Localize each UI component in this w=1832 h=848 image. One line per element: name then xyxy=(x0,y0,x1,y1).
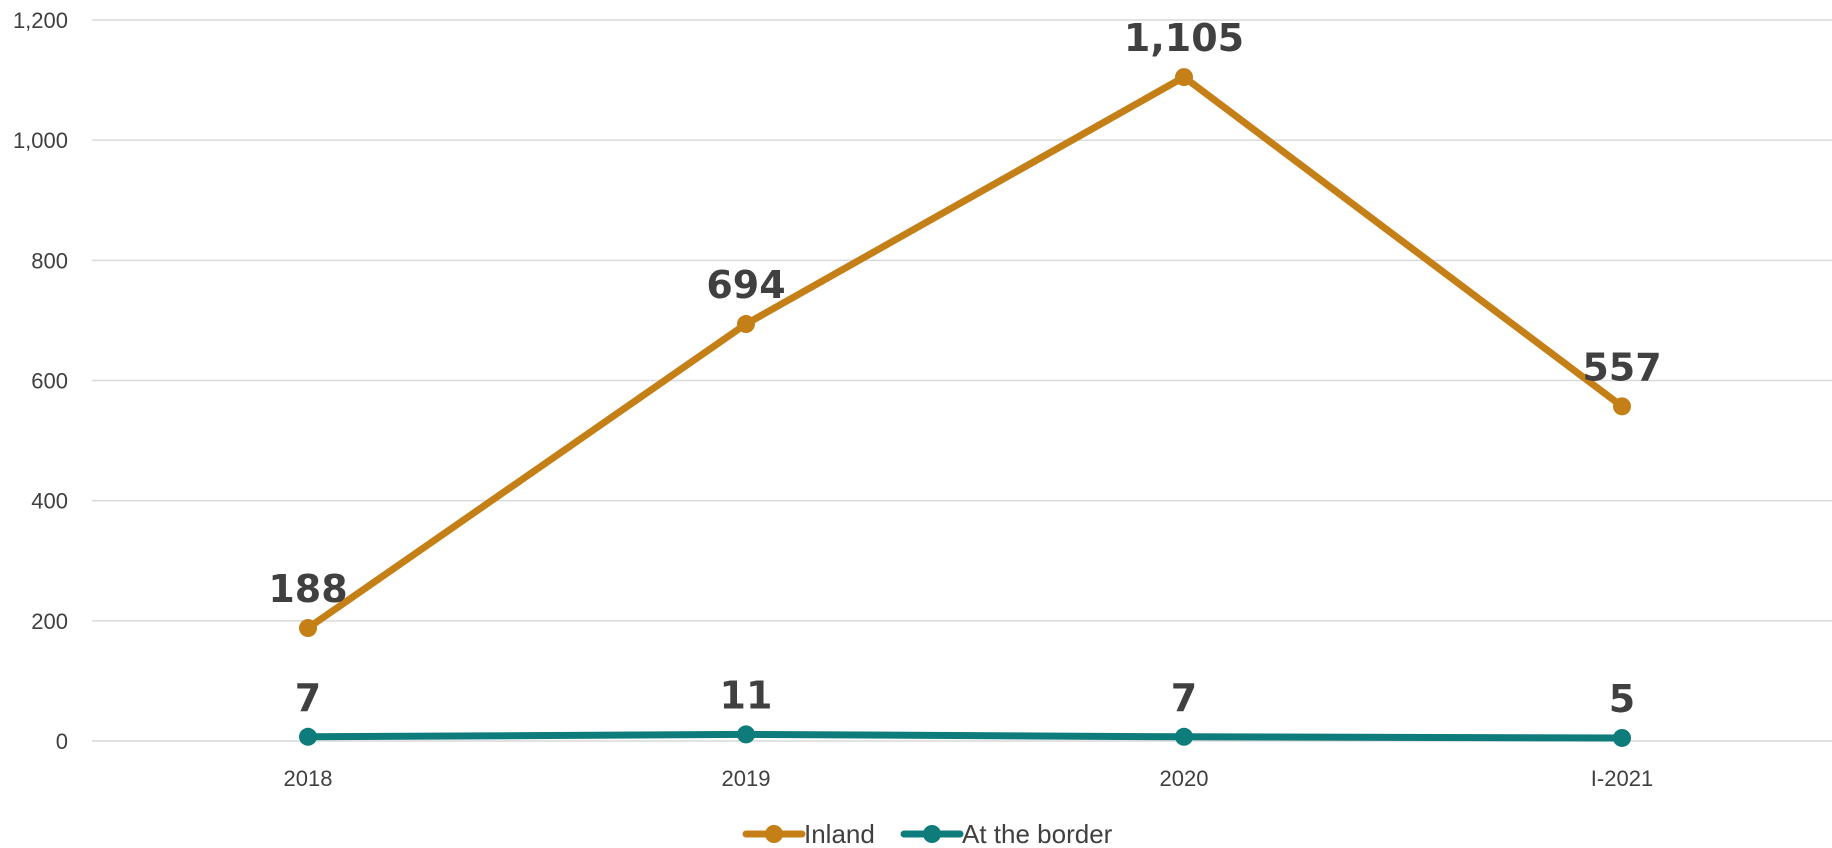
x-tick-label: I-2021 xyxy=(1591,766,1653,791)
x-tick-label: 2020 xyxy=(1160,766,1209,791)
data-point-at-the-border xyxy=(1175,728,1193,746)
legend-label: At the border xyxy=(962,819,1113,848)
y-tick-label: 1,200 xyxy=(13,8,68,33)
x-tick-label: 2018 xyxy=(284,766,333,791)
data-label-at-the-border: 11 xyxy=(720,673,773,717)
data-point-inland xyxy=(1175,68,1193,86)
legend-item-inland: Inland xyxy=(746,819,875,848)
data-label-inland: 1,105 xyxy=(1124,16,1244,60)
data-label-inland: 188 xyxy=(268,567,347,611)
x-axis-tick-labels: 2018 2019 2020 I-2021 xyxy=(284,766,1654,791)
y-tick-label: 200 xyxy=(31,609,68,634)
data-label-at-the-border: 7 xyxy=(1171,676,1197,720)
gridlines xyxy=(92,20,1832,741)
y-tick-label: 0 xyxy=(56,729,68,754)
data-label-at-the-border: 5 xyxy=(1609,677,1635,721)
y-tick-label: 400 xyxy=(31,489,68,514)
y-tick-label: 800 xyxy=(31,248,68,273)
y-tick-label: 1,000 xyxy=(13,128,68,153)
data-point-at-the-border xyxy=(737,725,755,743)
data-point-inland xyxy=(299,619,317,637)
series-inland: 188 694 1,105 557 xyxy=(268,16,1661,637)
series-at-the-border: 7 11 7 5 xyxy=(295,673,1635,747)
legend-label: Inland xyxy=(804,819,875,848)
data-point-at-the-border xyxy=(1613,729,1631,747)
legend-swatch-marker xyxy=(765,825,783,843)
x-tick-label: 2019 xyxy=(722,766,771,791)
data-label-inland: 694 xyxy=(706,263,785,307)
series-line-at-the-border xyxy=(308,734,1622,738)
data-point-inland xyxy=(1613,397,1631,415)
y-tick-label: 600 xyxy=(31,369,68,394)
data-point-inland xyxy=(737,315,755,333)
y-axis-tick-labels: 0 200 400 600 800 1,000 1,200 xyxy=(13,8,68,754)
series-layer: 188 694 1,105 557 7 11 7 5 xyxy=(268,16,1661,747)
data-point-at-the-border xyxy=(299,728,317,746)
series-line-inland xyxy=(308,77,1622,628)
legend: Inland At the border xyxy=(746,819,1113,848)
data-label-at-the-border: 7 xyxy=(295,676,321,720)
data-label-inland: 557 xyxy=(1582,345,1661,389)
legend-swatch-marker xyxy=(923,825,941,843)
legend-item-at-the-border: At the border xyxy=(904,819,1113,848)
